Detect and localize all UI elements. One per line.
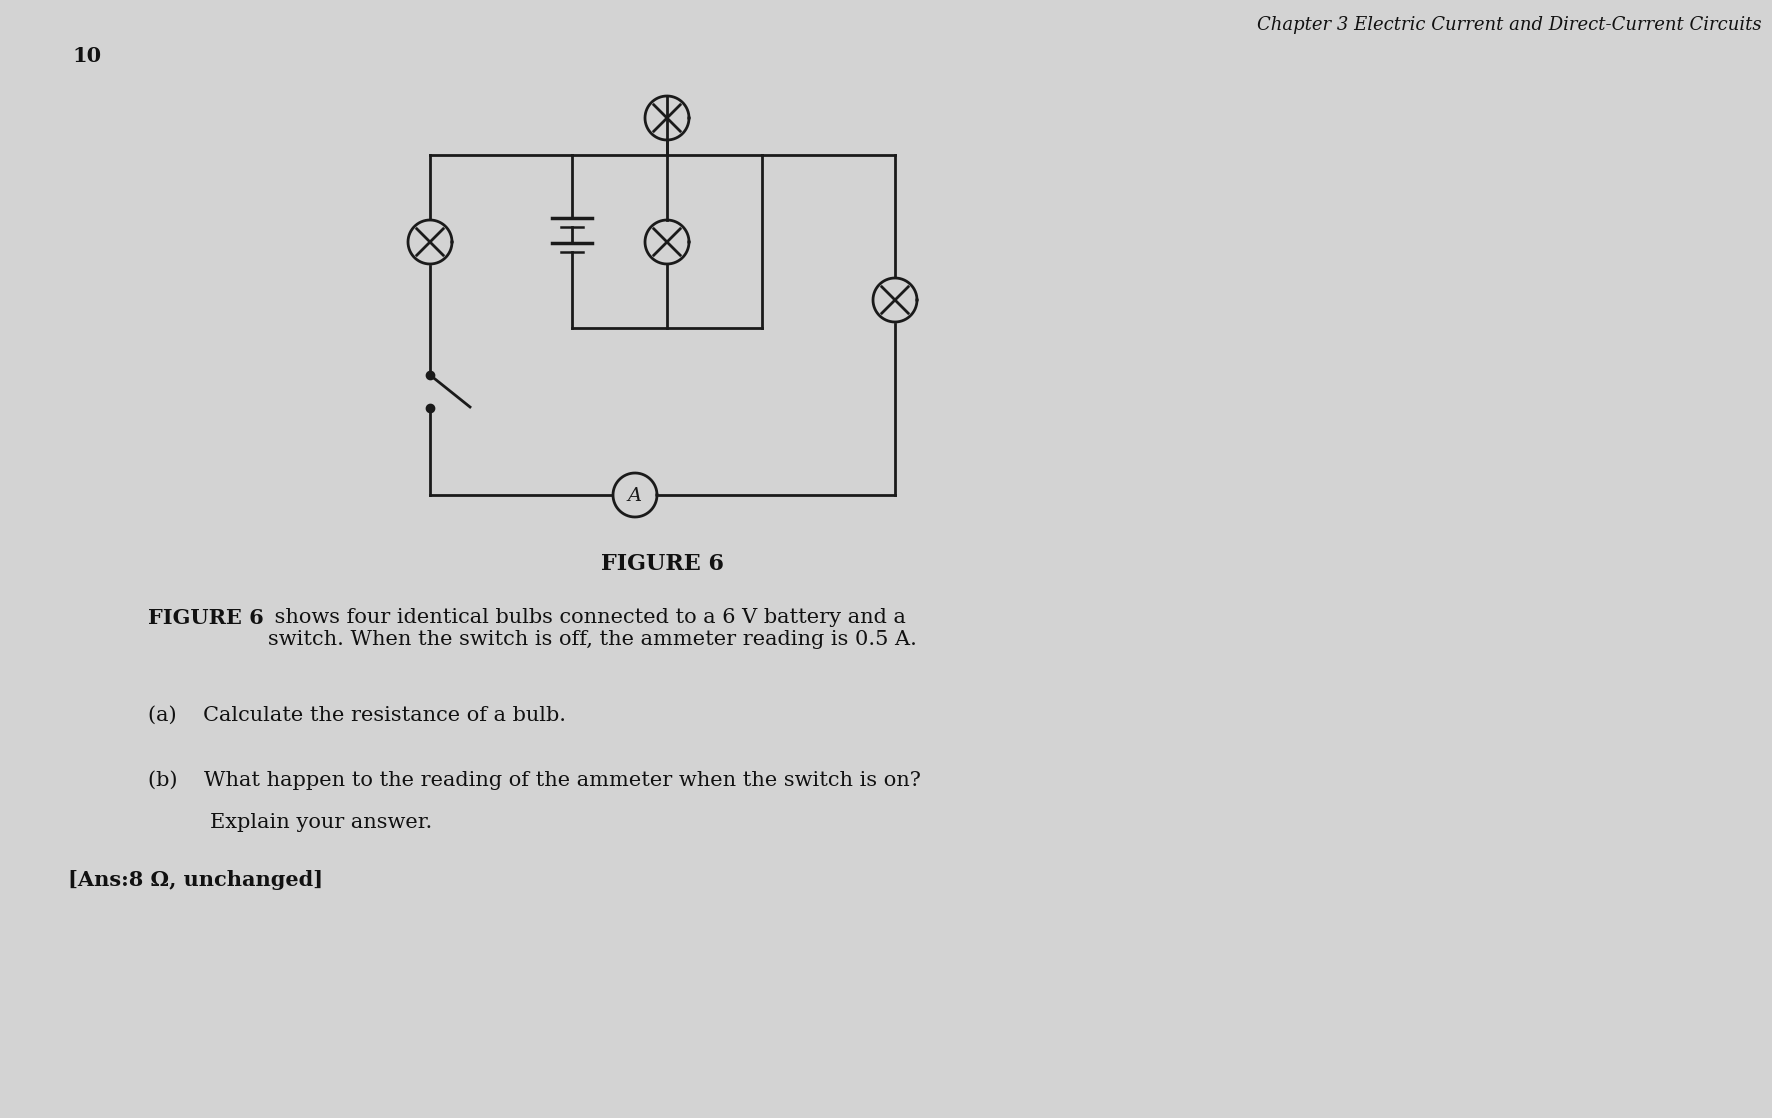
Text: shows four identical bulbs connected to a 6 V battery and a
switch. When the swi: shows four identical bulbs connected to … <box>268 608 916 650</box>
Text: FIGURE 6: FIGURE 6 <box>601 553 725 575</box>
Text: (b)    What happen to the reading of the ammeter when the switch is on?: (b) What happen to the reading of the am… <box>149 770 921 789</box>
Text: (a)    Calculate the resistance of a bulb.: (a) Calculate the resistance of a bulb. <box>149 705 565 724</box>
Text: Explain your answer.: Explain your answer. <box>211 813 432 832</box>
Text: FIGURE 6: FIGURE 6 <box>149 608 264 628</box>
Text: [Ans:8 Ω, unchanged]: [Ans:8 Ω, unchanged] <box>67 870 323 890</box>
Text: A: A <box>627 487 641 505</box>
Text: 10: 10 <box>73 46 101 66</box>
Text: Chapter 3 Electric Current and Direct-Current Circuits: Chapter 3 Electric Current and Direct-Cu… <box>1258 16 1761 34</box>
